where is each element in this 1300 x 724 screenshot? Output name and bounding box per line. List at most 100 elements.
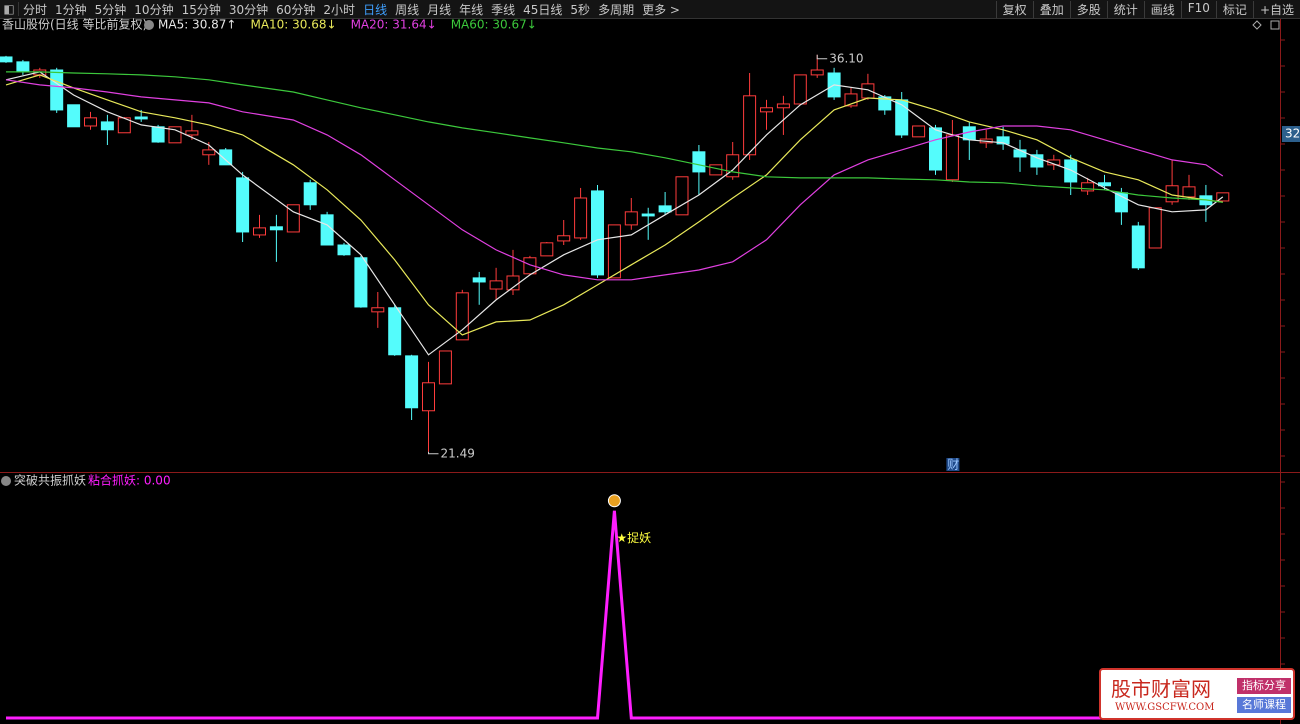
candle-body	[219, 149, 233, 166]
period-tab[interactable]: 5分钟	[94, 2, 127, 17]
candle-body	[286, 204, 300, 233]
candle-body	[1047, 159, 1061, 166]
candle-body	[793, 74, 807, 105]
icon-square[interactable]	[1270, 20, 1280, 30]
annotation-arrow	[428, 451, 439, 455]
indicator-toggle[interactable]	[1, 476, 11, 486]
candle-body	[134, 116, 148, 120]
candle-body	[658, 205, 672, 213]
chart-title: 香山股份(日线 等比前复权)	[2, 17, 147, 32]
header-toggle[interactable]	[144, 20, 154, 30]
candle-body	[1148, 207, 1162, 249]
price-tag: 32	[1285, 127, 1300, 141]
candle-body	[202, 149, 216, 156]
candle-body	[1064, 159, 1078, 183]
candle-body	[1131, 225, 1145, 269]
period-tab[interactable]: 分时	[23, 2, 48, 17]
candle-body	[236, 177, 250, 233]
indicator-title: 突破共振抓妖	[14, 473, 86, 488]
period-tab[interactable]: 多周期	[598, 2, 635, 17]
candle-body	[354, 257, 368, 308]
candle-body	[84, 117, 97, 127]
candle-body	[269, 226, 283, 231]
candle-body	[185, 130, 199, 136]
period-tab[interactable]: 60分钟	[276, 2, 316, 17]
money-bag-icon	[607, 494, 621, 508]
candle-body	[1182, 186, 1196, 198]
tool-button[interactable]: 复权	[995, 0, 1033, 18]
tool-button[interactable]: F10	[1180, 0, 1216, 18]
period-tab[interactable]: 更多 >	[642, 2, 680, 17]
candle-body	[861, 83, 875, 99]
candle-body	[810, 69, 824, 76]
candle-body	[422, 382, 435, 412]
period-tab[interactable]: 5秒	[570, 2, 591, 17]
event-marker: 财	[947, 458, 959, 472]
ma-line	[5, 79, 1224, 281]
tool-button[interactable]: 画线	[1143, 0, 1181, 18]
period-tabs: 分时 1分钟 5分钟 10分钟 15分钟 30分钟 60分钟 2小时 日线 周线 月线 年线 季线 45日…	[19, 1, 684, 18]
candle-body	[50, 69, 64, 111]
candle-body	[675, 176, 689, 216]
candle-body	[624, 211, 638, 226]
candle-body	[489, 280, 503, 290]
period-tab[interactable]: 季线	[491, 2, 516, 17]
candle-body	[1081, 182, 1095, 192]
period-tab[interactable]: 15分钟	[181, 2, 221, 17]
annotation-arrow	[816, 54, 828, 60]
tool-button[interactable]: 多股	[1069, 0, 1107, 18]
period-tab[interactable]: 45日线	[523, 2, 563, 17]
legend-entry: MA10: 30.68↓	[250, 18, 336, 32]
candle-body	[1030, 154, 1044, 168]
legend-entry: MA60: 30.67↓	[451, 18, 537, 32]
candle-body	[591, 190, 604, 276]
price-tag-box	[1282, 126, 1300, 142]
ma-line	[6, 71, 1223, 203]
candle-body	[371, 307, 385, 313]
candle-body	[337, 244, 351, 256]
period-tab[interactable]: 1分钟	[55, 2, 87, 17]
icon-diamond[interactable]	[1252, 20, 1262, 30]
candle-body	[253, 227, 266, 236]
candle-body	[607, 224, 621, 279]
candle-body	[472, 277, 486, 283]
candle-body	[844, 93, 858, 107]
candle-body	[438, 350, 452, 385]
indicator-legend: 粘合抓妖: 0.00	[88, 473, 171, 488]
tool-button[interactable]: +自选	[1252, 0, 1300, 18]
period-tab[interactable]: 10分钟	[134, 2, 174, 17]
watermark-tag: 名师课程	[1237, 697, 1291, 713]
watermark-tag: 指标分享	[1237, 678, 1291, 694]
tool-button[interactable]: 标记	[1215, 0, 1253, 18]
period-tab[interactable]: 周线	[395, 2, 420, 17]
period-tab[interactable]: 2小时	[323, 2, 356, 17]
candle-body	[67, 104, 81, 128]
candle-body	[574, 197, 588, 239]
legend-entry: MA5: 30.87↑	[158, 18, 236, 32]
candle-body	[523, 257, 537, 275]
candle-body	[320, 214, 334, 246]
candle-body	[557, 235, 571, 242]
period-tab[interactable]: 年线	[459, 2, 484, 17]
candle-body	[151, 126, 165, 143]
tool-button[interactable]: 统计	[1106, 0, 1144, 18]
candle-body	[641, 213, 655, 217]
watermark-title: 股市财富网	[1111, 677, 1211, 701]
candle-body	[540, 242, 554, 257]
toolbar-icon[interactable]: ◧	[0, 2, 19, 16]
ma-line	[5, 74, 1223, 336]
candle-body	[692, 151, 706, 173]
tool-button[interactable]: 叠加	[1032, 0, 1070, 18]
candle-body	[709, 164, 723, 176]
candle-body	[760, 107, 773, 113]
period-tab[interactable]: 日线	[363, 2, 388, 17]
period-tab[interactable]: 月线	[427, 2, 452, 17]
ma-line	[5, 71, 1224, 356]
period-tab[interactable]: 30分钟	[228, 2, 269, 17]
candle-body	[1165, 185, 1179, 203]
candle-body	[0, 56, 13, 63]
event-marker-box	[946, 458, 960, 471]
candle-body	[455, 292, 469, 341]
